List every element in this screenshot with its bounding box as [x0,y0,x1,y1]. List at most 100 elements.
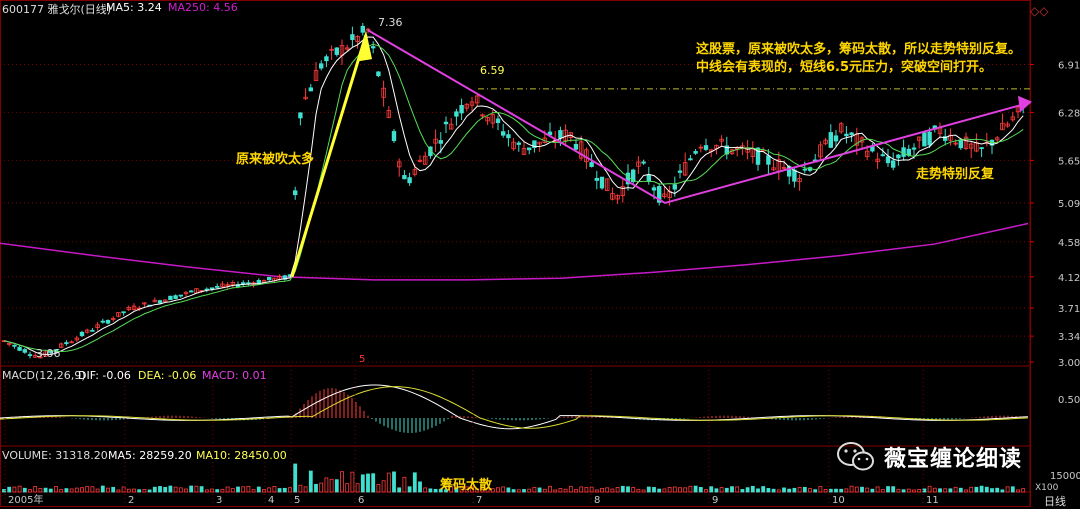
volume-bar [516,489,521,493]
volume-bar [28,489,32,493]
volume-bar [657,488,662,493]
volume-bar [85,486,90,493]
candle-body [610,193,615,200]
volume-bar [548,485,552,493]
volume-bar [397,487,402,493]
month-tick: 5 [294,495,300,506]
volume-bar [626,486,630,493]
volume-bar [631,487,636,493]
volume-bar [724,487,729,493]
price-tick: 5.65 [1058,156,1080,167]
volume-bar [17,485,22,493]
volume-bar [376,484,381,493]
candle-body [105,319,111,324]
candle-body [833,135,839,142]
volume-bar [568,485,573,493]
volume-bar [813,489,818,493]
candle-body [511,141,516,150]
candle-body [448,123,454,130]
candle-body [407,177,412,184]
candle-body [995,137,1000,141]
candle-body [188,290,194,293]
volume-bar [204,489,209,493]
trend-path [367,29,1031,205]
candle-body [396,161,402,168]
candle-body [979,147,984,150]
candle-body [615,194,620,200]
candle-body [839,123,844,133]
candle-body [7,342,12,345]
candle-body [266,276,272,281]
candle-body [168,295,173,301]
volume-bar [600,487,604,493]
volume-bar [610,488,615,493]
volume-bar [891,486,896,493]
candle-body [901,147,906,157]
macd-panel [0,384,1029,433]
volume-bar [288,487,292,493]
comment-line1: 这股票，原来被吹太多，筹码太散，所以走势特别反复。 [696,42,1022,57]
candle-body [298,112,303,119]
candle-body [376,71,381,77]
volume-bar [126,488,131,493]
label-chips: 筹码太散 [440,478,493,493]
volume-bar [589,486,594,493]
candle-body [464,103,469,109]
candle-body [220,283,225,288]
volume-bar [225,486,230,493]
volume-bar [475,488,480,493]
volume-bar [418,481,422,493]
candle-body [537,141,542,145]
volume-bar [199,486,204,493]
volume-bar [121,486,126,493]
expand-icon[interactable]: ◇◇ [1030,4,1049,18]
volume-bar [969,486,974,493]
candles [1,22,1026,359]
candle-body [651,187,657,191]
candle-body [162,299,168,302]
candle-body [324,56,329,62]
candle-body [969,143,974,149]
candle-body [131,305,137,311]
candle-body [579,141,584,159]
volume-bar [449,486,454,493]
volume-bar [912,489,916,493]
ma5-line [3,36,1024,355]
volume-bar [220,488,225,493]
volume-bar [886,486,890,493]
volume-bar [163,486,168,493]
candle-body [59,343,64,348]
volume-bar [236,486,240,493]
volume-bar [1000,489,1005,493]
volume-bar [251,489,256,493]
volume-bar [178,487,183,493]
volume-bar [974,486,979,493]
candle-body [672,184,677,190]
candle-body [896,154,901,159]
volume-bar [532,486,537,493]
candle-body [688,158,693,161]
volume-bar [605,487,610,493]
price-tick: 3.00 [1058,358,1080,369]
month-tick: 7 [476,495,482,506]
volume-bar [303,486,308,493]
volume-bar [693,485,698,493]
volume-bar [1021,488,1026,493]
volume-bar [797,487,802,493]
volume-bar [454,487,459,493]
month-tick: 2005年 [8,493,43,506]
candle-body [500,131,506,136]
watermark-text: 薇宝缠论细读 [884,447,1023,472]
candle-body [589,162,594,167]
price-tick: 6.91 [1058,61,1080,72]
ma250-line [0,222,1029,281]
volume-bar [880,489,885,493]
volume-bar [329,478,334,493]
candle-body [209,287,215,290]
volume-bar [147,489,152,493]
volume-bar [641,489,646,493]
candle-body [152,299,157,303]
high-price-label: 7.36 [378,16,403,29]
volume-bar [246,485,251,493]
volume-bar [267,487,272,493]
